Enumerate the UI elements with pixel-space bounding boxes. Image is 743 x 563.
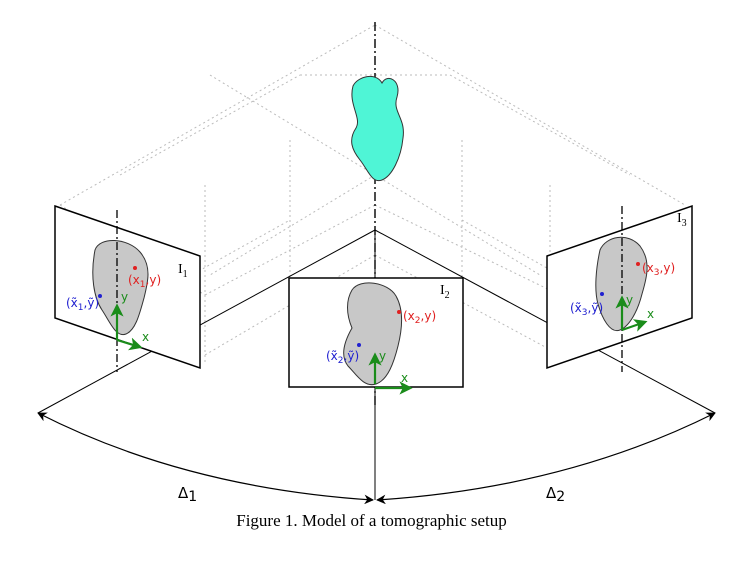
projection-plane-2 [288, 277, 464, 395]
point-label-q2: (x̃2,ỹ) [326, 349, 359, 366]
axis-y-label-3: y [626, 293, 633, 307]
plane-label-2: I2 [440, 283, 450, 301]
projection-shape-1 [92, 240, 149, 336]
axis-x-label-3: x [647, 307, 654, 321]
axis-x-label-1: x [142, 330, 149, 344]
angle-arc-2 [376, 412, 716, 505]
object-3d [351, 75, 404, 182]
point-label-p2: (x2,y) [403, 309, 436, 326]
axis-y-label-2: y [379, 349, 386, 363]
point-label-q3: (x̃3,ỹ) [570, 301, 603, 318]
angle-label-2: Δ2 [546, 484, 565, 505]
axis-x-label-2: x [401, 371, 408, 385]
point-label-p1: (x1,y) [128, 273, 161, 290]
projection-plane-3 [546, 204, 693, 372]
projection-plane-1 [54, 204, 201, 372]
plane-label-3: I3 [677, 211, 687, 229]
plane-label-1: I1 [178, 262, 188, 280]
point-label-p3: (x3,y) [642, 261, 675, 278]
axis-y-label-1: y [121, 290, 128, 304]
angle-label-1: Δ1 [178, 484, 197, 505]
projection-shape-3 [595, 236, 648, 332]
point-label-q1: (x̃1,ỹ) [66, 296, 99, 313]
figure-caption: Figure 1. Model of a tomographic setup [236, 511, 507, 530]
angle-arc-1 [37, 412, 374, 505]
